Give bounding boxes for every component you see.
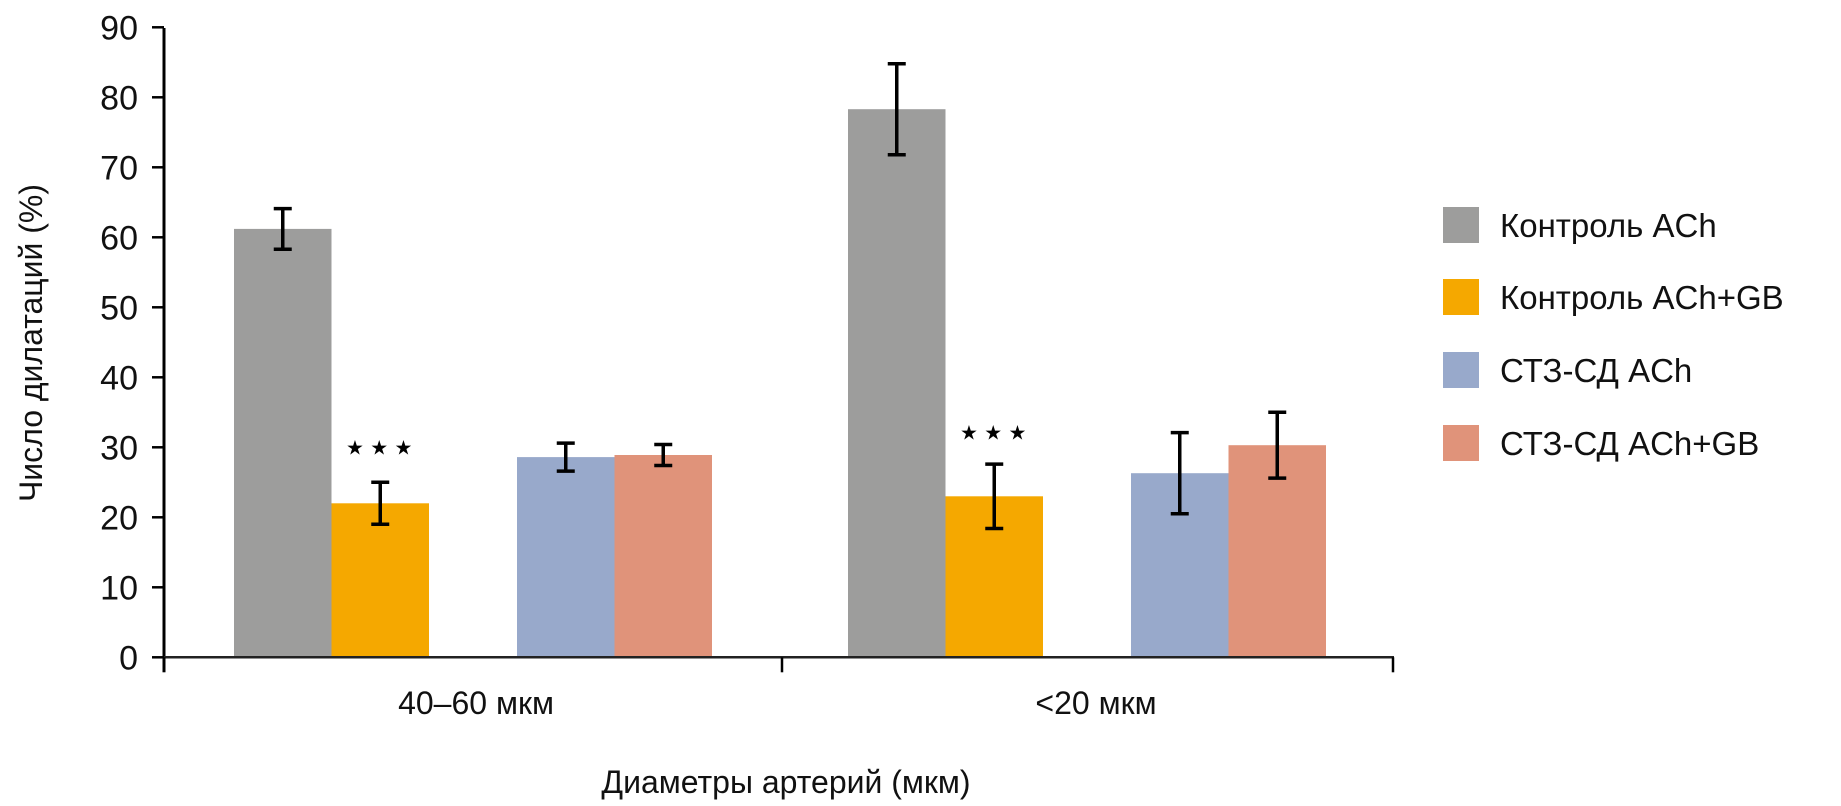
legend: Контроль ACh Контроль ACh+GB СТЗ-СД ACh СТЗ… (1443, 207, 1784, 462)
y-tick-label: 0 (119, 639, 138, 677)
bar (234, 228, 332, 658)
x-category-label: 40–60 мкм (398, 685, 554, 721)
legend-swatch (1443, 279, 1479, 315)
error-bar (556, 441, 575, 473)
significance-stars: ★ ★ ★ (346, 435, 413, 459)
y-tick-label: 70 (100, 149, 138, 187)
error-bar (371, 480, 390, 527)
x-axis-title: Диаметры артерий (мкм) (601, 764, 970, 800)
legend-item: Контроль ACh+GB (1443, 279, 1784, 316)
legend-swatch (1443, 352, 1479, 388)
significance-layer: ★ ★ ★ ★ ★ ★ (346, 421, 1027, 460)
bars-layer (234, 109, 1326, 658)
y-axis-title: Число дилатаций (%) (13, 184, 49, 502)
x-ticks: 40–60 мкм <20 мкм (162, 657, 1395, 721)
y-tick-label: 50 (100, 289, 138, 327)
error-bar (1268, 410, 1287, 480)
significance-stars: ★ ★ ★ (960, 421, 1027, 445)
y-tick-label: 60 (100, 219, 138, 257)
y-tick-label: 80 (100, 79, 138, 117)
legend-label: СТЗ-СД ACh+GB (1500, 425, 1759, 462)
y-ticks: 0 10 20 30 40 50 60 70 80 90 (100, 9, 164, 677)
y-tick-label: 10 (100, 569, 138, 607)
y-tick-label: 40 (100, 359, 138, 397)
error-bar (273, 206, 292, 251)
legend-swatch (1443, 207, 1479, 243)
error-bar (985, 462, 1004, 531)
bar (848, 109, 946, 658)
y-tick-label: 30 (100, 429, 138, 467)
y-tick-label: 90 (100, 9, 138, 47)
legend-item: СТЗ-СД ACh+GB (1443, 425, 1759, 462)
x-category-label: <20 мкм (1035, 685, 1156, 721)
bar (1228, 445, 1326, 658)
bar (517, 457, 615, 658)
bar (614, 455, 712, 658)
error-bar (654, 442, 673, 468)
error-bar (1170, 430, 1189, 516)
legend-label: СТЗ-СД ACh (1500, 352, 1692, 389)
error-bars-layer (273, 61, 1287, 531)
legend-item: СТЗ-СД ACh (1443, 352, 1692, 389)
y-tick-label: 20 (100, 499, 138, 537)
legend-swatch (1443, 425, 1479, 461)
axes-layer (162, 28, 1394, 672)
legend-label: Контроль ACh (1500, 207, 1717, 244)
error-bar (887, 61, 906, 157)
legend-item: Контроль ACh (1443, 207, 1717, 244)
bar (331, 503, 429, 658)
legend-label: Контроль ACh+GB (1500, 279, 1784, 316)
